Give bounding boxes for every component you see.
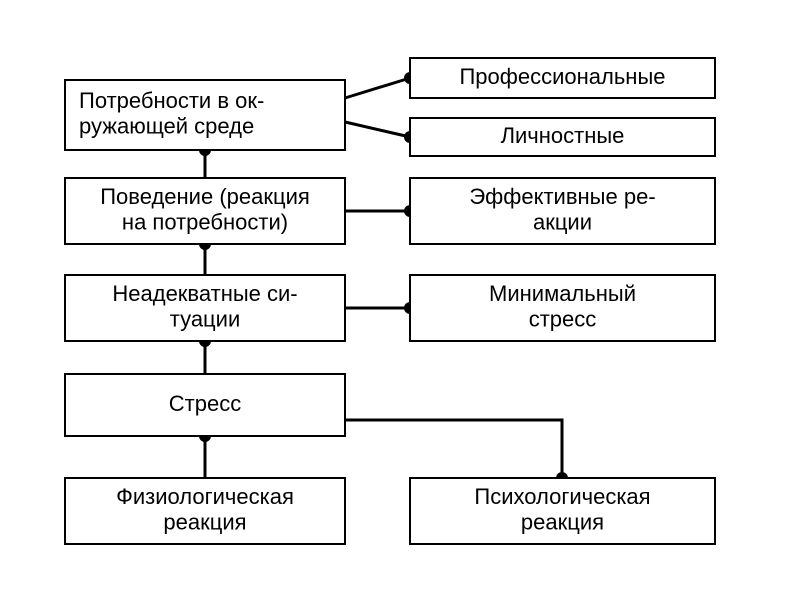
node-effective: Эффективные ре-акции — [410, 178, 715, 244]
node-minstress-label-line-1: стресс — [529, 306, 597, 331]
node-needs: Потребности в ок-ружающей среде — [65, 80, 345, 150]
node-minstress-label-line-0: Минимальный — [489, 281, 636, 306]
node-psycho: Психологическаяреакция — [410, 478, 715, 544]
edge-needs-to-personal — [345, 122, 410, 137]
node-effective-label-line-0: Эффективные ре- — [469, 184, 655, 209]
node-behavior-label-line-1: на потребности) — [122, 209, 288, 234]
node-personal: Личностные — [410, 118, 715, 156]
node-behavior-label-line-0: Поведение (реакция — [100, 184, 310, 209]
node-personal-label-line-0: Личностные — [501, 123, 625, 148]
node-minstress: Минимальныйстресс — [410, 275, 715, 341]
node-stress-label-line-0: Стресс — [169, 391, 241, 416]
edge-needs-to-professional — [345, 78, 410, 98]
node-physio: Физиологическаяреакция — [65, 478, 345, 544]
node-psycho-label-line-0: Психологическая — [474, 484, 650, 509]
node-inadequate-label-line-1: туации — [170, 306, 241, 331]
node-effective-label-line-1: акции — [533, 209, 592, 234]
edge-stress-to-psycho — [345, 420, 562, 478]
node-stress: Стресс — [65, 374, 345, 436]
node-professional: Профессиональные — [410, 58, 715, 98]
flowchart-canvas: Потребности в ок-ружающей среде Профессио… — [0, 0, 800, 600]
node-physio-label-line-0: Физиологическая — [116, 484, 294, 509]
node-physio-label-line-1: реакция — [163, 509, 246, 534]
node-psycho-label-line-1: реакция — [521, 509, 604, 534]
node-professional-label-line-0: Профессиональные — [459, 64, 665, 89]
node-inadequate: Неадекватные си-туации — [65, 275, 345, 341]
node-inadequate-label-line-0: Неадекватные си- — [112, 281, 297, 306]
node-needs-label-line-0: Потребности в ок- — [79, 88, 264, 113]
node-needs-label-line-1: ружающей среде — [79, 113, 254, 138]
node-behavior: Поведение (реакцияна потребности) — [65, 178, 345, 244]
